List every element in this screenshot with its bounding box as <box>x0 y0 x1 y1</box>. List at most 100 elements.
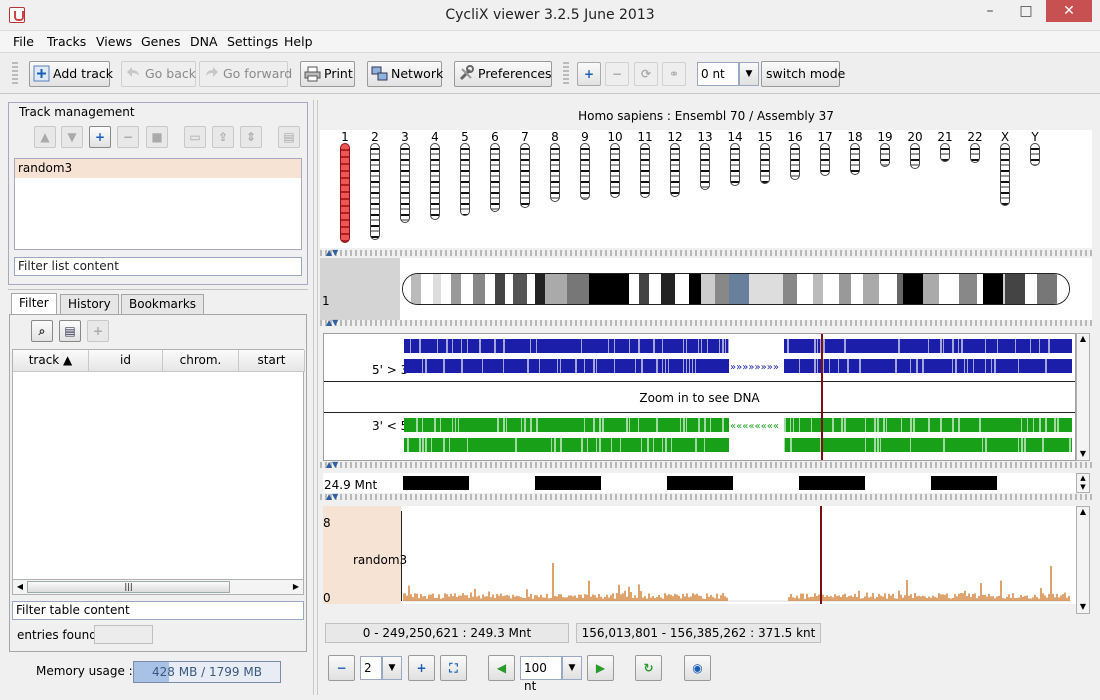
fit-view-button[interactable]: ⛶ <box>440 655 467 681</box>
chromosome-1[interactable] <box>340 143 350 243</box>
chromosome-8[interactable] <box>550 143 560 202</box>
chromosome-4[interactable] <box>430 143 440 220</box>
link-button[interactable]: ⚭ <box>662 62 686 86</box>
menu-views[interactable]: Views <box>96 34 133 49</box>
maximize-button[interactable]: □ <box>1019 3 1033 19</box>
print-button[interactable]: Print <box>300 61 355 87</box>
network-button[interactable]: Network <box>367 61 443 87</box>
move-up-button[interactable]: ▲ <box>34 126 56 148</box>
chromosome-Y[interactable] <box>1030 143 1040 166</box>
switch-mode-button[interactable]: switch mode <box>761 61 845 87</box>
panel-divider-4[interactable] <box>320 494 1092 500</box>
column-header-chrom[interactable]: chrom. <box>163 350 239 372</box>
open-folder-button[interactable]: ▤ <box>59 320 81 342</box>
chromosome-label-2[interactable]: 2 <box>371 130 379 144</box>
chromosome-20[interactable] <box>910 143 920 169</box>
chromosome-2[interactable] <box>370 143 380 240</box>
go-to-position-button[interactable]: ↻ <box>635 655 662 681</box>
chromosome-17[interactable] <box>820 143 830 176</box>
scroll-down-icon[interactable]: ▼ <box>1079 449 1087 458</box>
scroll-right-icon[interactable]: ▶ <box>292 582 300 591</box>
window-size-input[interactable]: 100 nt <box>520 656 562 693</box>
move-down-button[interactable]: ▼ <box>61 126 83 148</box>
chromosome-label-19[interactable]: 19 <box>877 130 893 144</box>
track-filter-input[interactable]: Filter list content <box>14 257 302 276</box>
scroll-right-button[interactable]: ▶ <box>587 655 614 681</box>
menu-help[interactable]: Help <box>284 34 313 49</box>
zoom-in-button[interactable]: + <box>408 655 435 681</box>
scrollbar-thumb[interactable]: ||| <box>27 581 230 593</box>
go-back-button[interactable]: Go back <box>121 61 196 87</box>
chromosome-13[interactable] <box>700 143 710 190</box>
chromosome-10[interactable] <box>610 143 620 198</box>
chromosome-5[interactable] <box>460 143 470 216</box>
panel-divider-1[interactable] <box>320 250 1092 256</box>
tab-filter[interactable]: Filter <box>11 293 57 315</box>
stop-button[interactable]: ■ <box>146 126 168 148</box>
chromosome-16[interactable] <box>790 143 800 180</box>
remove-track-button[interactable]: − <box>117 126 139 148</box>
upload-button[interactable]: ⇪ <box>212 126 234 148</box>
zoom-level-dropdown[interactable]: ▼ <box>382 656 402 680</box>
offset-input[interactable]: 0 nt <box>697 62 739 86</box>
close-button[interactable]: ✕ <box>1046 0 1092 22</box>
window-size-dropdown[interactable]: ▼ <box>562 656 582 680</box>
position-cursor[interactable] <box>821 334 823 460</box>
chromosome-15[interactable] <box>760 143 770 184</box>
chromosome-label-Y[interactable]: Y <box>1031 130 1039 144</box>
chromosome-11[interactable] <box>640 143 650 198</box>
chromosome-label-8[interactable]: 8 <box>551 130 559 144</box>
chromosome-12[interactable] <box>670 143 680 197</box>
chromosome-label-6[interactable]: 6 <box>491 130 499 144</box>
menu-genes[interactable]: Genes <box>141 34 181 49</box>
resize-button[interactable]: ⇕ <box>240 126 262 148</box>
chromosome-label-1[interactable]: 1 <box>341 130 349 144</box>
panel-divider-3[interactable] <box>320 462 1092 468</box>
menu-dna[interactable]: DNA <box>190 34 218 49</box>
collapse-button[interactable]: ▭ <box>184 126 206 148</box>
zoom-minus-button[interactable]: − <box>605 62 629 86</box>
chromosome-label-15[interactable]: 15 <box>757 130 773 144</box>
chromosome-21[interactable] <box>940 143 950 162</box>
chromosome-18[interactable] <box>850 143 860 175</box>
preferences-button[interactable]: Preferences <box>454 61 552 87</box>
chromosome-label-10[interactable]: 10 <box>607 130 623 144</box>
chromosome-label-X[interactable]: X <box>1000 130 1010 144</box>
chromosome-label-9[interactable]: 9 <box>581 130 589 144</box>
scroll-left-icon[interactable]: ◀ <box>16 582 24 591</box>
horizontal-scrollbar[interactable]: ◀ ||| ▶ <box>12 579 304 595</box>
zoom-plus-button[interactable]: + <box>577 62 601 86</box>
chromosome-label-17[interactable]: 17 <box>817 130 833 144</box>
zoom-level-input[interactable]: 2 <box>360 656 382 680</box>
minimize-button[interactable]: – <box>986 3 994 19</box>
ideogram[interactable] <box>402 273 1070 305</box>
tab-bookmarks[interactable]: Bookmarks <box>121 294 205 314</box>
signal-scrollbar[interactable]: ▲ ▼ <box>1076 506 1090 614</box>
chromosome-9[interactable] <box>580 143 590 200</box>
add-track-button[interactable]: Add track <box>29 61 113 87</box>
chromosome-label-13[interactable]: 13 <box>697 130 713 144</box>
chromosome-3[interactable] <box>400 143 410 223</box>
folder-button[interactable]: ▤ <box>278 126 300 148</box>
scroll-up-icon[interactable]: ▲ <box>1079 334 1087 343</box>
chromosome-14[interactable] <box>730 143 740 186</box>
chromosome-label-18[interactable]: 18 <box>847 130 863 144</box>
chromosome-6[interactable] <box>490 143 500 212</box>
panel-divider-2[interactable] <box>320 320 1092 326</box>
position-cursor[interactable] <box>820 506 822 604</box>
refresh-button[interactable]: ⟳ <box>634 62 658 86</box>
chromosome-label-12[interactable]: 12 <box>667 130 683 144</box>
chromosome-19[interactable] <box>880 143 890 167</box>
scroll-left-button[interactable]: ◀ <box>488 655 515 681</box>
dna-scrollbar[interactable]: ▲ ▼ <box>1076 333 1090 461</box>
chromosome-label-11[interactable]: 11 <box>637 130 653 144</box>
add-filter-button[interactable]: + <box>87 320 109 342</box>
left-split-divider[interactable] <box>8 289 308 291</box>
globe-button[interactable]: ◉ <box>684 655 711 681</box>
chromosome-label-14[interactable]: 14 <box>727 130 743 144</box>
chromosome-label-7[interactable]: 7 <box>521 130 529 144</box>
menu-tracks[interactable]: Tracks <box>47 34 87 49</box>
track-list-item[interactable]: random3 <box>15 159 301 178</box>
menu-settings[interactable]: Settings <box>227 34 279 49</box>
chromosome-22[interactable] <box>970 143 980 163</box>
